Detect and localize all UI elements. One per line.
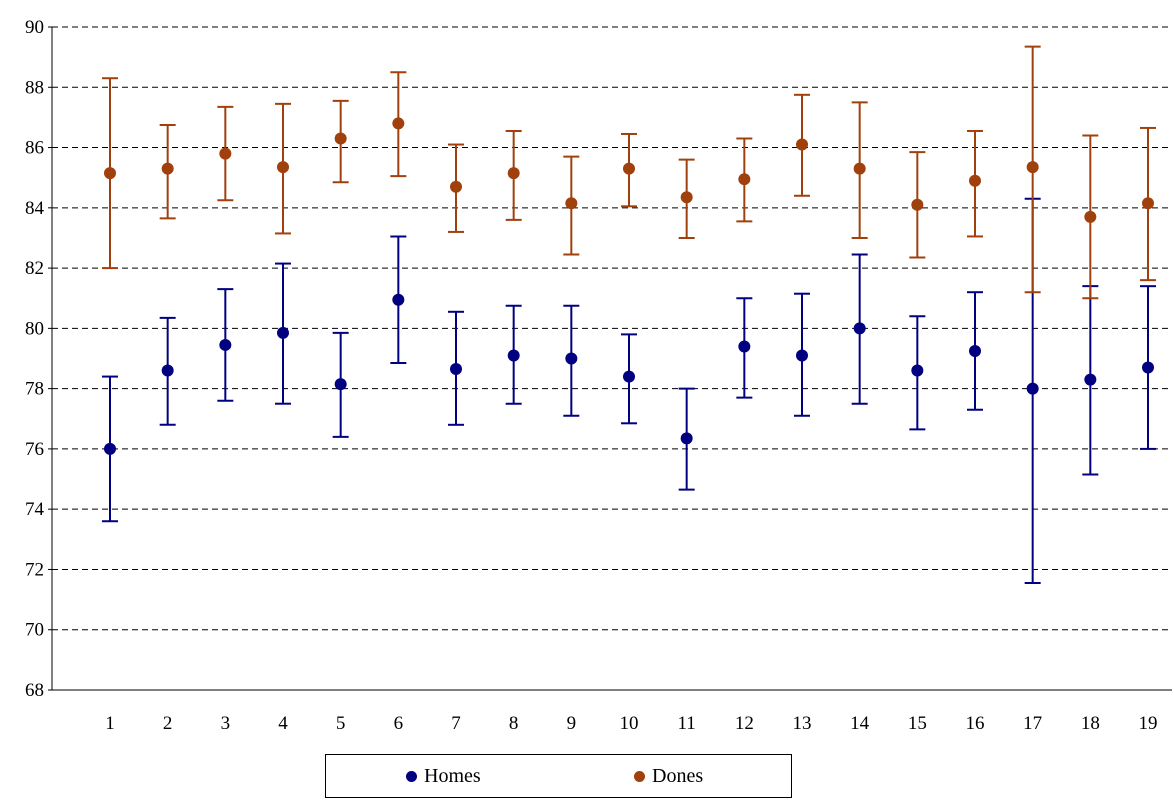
- y-tick-label: 70: [25, 620, 44, 641]
- x-tick-label: 7: [451, 713, 461, 734]
- legend-label-homes: Homes: [424, 765, 481, 787]
- y-tick-label: 76: [25, 439, 44, 460]
- data-point-dones: [104, 167, 116, 180]
- x-tick-label: 17: [1023, 713, 1042, 734]
- data-point-dones: [334, 132, 347, 145]
- x-tick-label: 13: [793, 713, 812, 734]
- x-tick-label: 2: [163, 713, 173, 734]
- data-point-homes: [392, 293, 405, 306]
- data-point-homes: [1084, 373, 1097, 386]
- data-point-dones: [796, 138, 808, 151]
- x-tick-label: 6: [394, 713, 404, 734]
- data-point-dones: [450, 180, 462, 193]
- data-point-homes: [969, 344, 981, 357]
- data-point-dones: [219, 147, 232, 160]
- x-tick-label: 19: [1139, 713, 1158, 734]
- y-tick-label: 84: [25, 198, 45, 219]
- x-tick-label: 12: [735, 713, 754, 734]
- data-point-dones: [1084, 210, 1097, 223]
- data-point-homes: [161, 364, 174, 377]
- legend-label-dones: Dones: [652, 765, 704, 787]
- data-point-homes: [1142, 361, 1154, 374]
- y-tick-label: 86: [25, 138, 44, 159]
- x-tick-label: 3: [221, 713, 231, 734]
- x-tick-label: 16: [966, 713, 985, 734]
- x-tick-label: 9: [567, 713, 577, 734]
- x-tick-label: 14: [850, 713, 870, 734]
- x-tick-label: 15: [908, 713, 927, 734]
- data-point-homes: [450, 363, 462, 376]
- y-tick-label: 74: [25, 499, 45, 520]
- y-tick-label: 88: [25, 77, 44, 98]
- x-tick-label: 4: [278, 713, 288, 734]
- data-point-homes: [796, 349, 808, 362]
- y-tick-label: 82: [25, 258, 44, 279]
- x-tick-label: 5: [336, 713, 346, 734]
- x-tick-label: 1: [105, 713, 115, 734]
- data-point-homes: [507, 349, 520, 362]
- data-point-homes: [565, 352, 578, 365]
- data-point-homes: [277, 326, 289, 339]
- chart-legend: Homes Dones: [325, 754, 792, 798]
- x-tick-label: 11: [678, 713, 696, 734]
- y-tick-label: 78: [25, 379, 44, 400]
- data-point-dones: [680, 191, 693, 204]
- data-point-dones: [1142, 197, 1154, 210]
- legend-item-dones: Dones: [634, 765, 703, 788]
- data-point-homes: [738, 340, 751, 353]
- x-tick-label: 10: [620, 713, 639, 734]
- data-point-homes: [680, 432, 693, 445]
- y-tick-label: 90: [25, 17, 44, 38]
- y-tick-label: 72: [25, 559, 44, 580]
- legend-item-homes: Homes: [406, 765, 481, 788]
- data-point-homes: [219, 338, 232, 351]
- y-tick-label: 80: [25, 318, 44, 339]
- data-point-dones: [1026, 161, 1039, 174]
- data-point-homes: [104, 442, 116, 455]
- data-point-dones: [911, 198, 924, 211]
- data-point-dones: [969, 174, 981, 187]
- data-point-dones: [853, 162, 866, 175]
- legend-marker-homes: [406, 771, 417, 782]
- data-point-homes: [334, 378, 347, 391]
- data-point-homes: [1026, 382, 1039, 395]
- data-point-dones: [507, 167, 520, 180]
- y-tick-label: 68: [25, 680, 44, 701]
- data-point-dones: [161, 162, 174, 175]
- data-point-homes: [853, 322, 866, 335]
- data-point-dones: [623, 162, 635, 175]
- data-point-dones: [738, 173, 751, 186]
- data-point-homes: [911, 364, 924, 377]
- x-tick-label: 8: [509, 713, 519, 734]
- x-tick-label: 18: [1081, 713, 1100, 734]
- data-point-dones: [277, 161, 289, 174]
- data-point-dones: [565, 197, 578, 210]
- data-point-homes: [623, 370, 635, 383]
- data-point-dones: [392, 117, 405, 130]
- legend-marker-dones: [634, 771, 645, 782]
